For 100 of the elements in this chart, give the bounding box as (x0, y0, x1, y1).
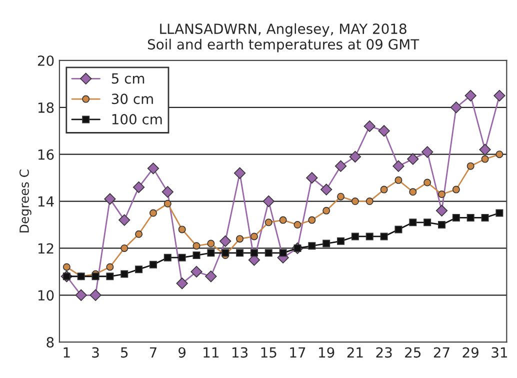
point (351, 198, 359, 206)
x-tick-label: 25 (405, 347, 421, 358)
x-tick-label: 1 (64, 347, 70, 358)
point (92, 272, 100, 280)
point (320, 184, 332, 196)
point (147, 162, 160, 174)
point (178, 254, 186, 262)
point (205, 270, 217, 282)
point (322, 240, 330, 248)
point (308, 242, 316, 250)
point (178, 226, 186, 234)
point (366, 198, 374, 206)
point (135, 230, 143, 238)
point (207, 249, 215, 257)
point (262, 195, 274, 208)
point (424, 178, 432, 186)
x-tick-label: 15 (261, 347, 276, 358)
point (421, 146, 434, 158)
point (481, 214, 489, 222)
point (294, 221, 302, 229)
x-tick-label: 11 (204, 347, 218, 358)
point (120, 270, 128, 278)
point (192, 242, 200, 250)
point (75, 289, 87, 301)
point (164, 200, 172, 208)
x-tick-label: 21 (347, 347, 363, 358)
point (120, 244, 128, 252)
point (392, 160, 404, 172)
x-tick-label: 5 (121, 347, 128, 358)
point (452, 186, 460, 194)
point (436, 204, 448, 216)
point (279, 249, 287, 257)
point (496, 150, 504, 158)
point (308, 216, 316, 224)
point (407, 153, 419, 165)
y-axis-title: Degrees C (19, 170, 32, 232)
point (351, 232, 359, 240)
y-tick-label: 12 (38, 243, 54, 254)
point (494, 90, 506, 102)
point (394, 176, 402, 184)
point (176, 278, 188, 290)
legend-label: 5 cm (112, 73, 144, 84)
y-tick-label: 10 (38, 290, 54, 301)
y-tick-label: 8 (46, 337, 54, 348)
point (190, 266, 202, 278)
point (132, 181, 145, 194)
point (438, 221, 446, 229)
point (234, 167, 246, 179)
point (106, 272, 114, 280)
point (366, 232, 374, 240)
point (466, 214, 474, 222)
x-tick-label: 3 (92, 347, 99, 358)
point (90, 289, 102, 301)
x-tick-label: 13 (232, 347, 248, 358)
point (106, 263, 114, 271)
point (162, 186, 174, 198)
point (306, 172, 318, 184)
y-tick-label: 18 (38, 102, 54, 113)
point (466, 162, 474, 170)
point (409, 188, 417, 196)
point (450, 102, 462, 114)
x-tick-label: 17 (290, 347, 306, 358)
point (149, 260, 157, 268)
point (220, 235, 232, 247)
point (236, 235, 244, 243)
y-tick-label: 20 (38, 55, 54, 66)
point (479, 144, 491, 156)
point (279, 216, 287, 224)
point (264, 249, 272, 257)
point (380, 232, 388, 240)
point (394, 226, 402, 234)
point (149, 209, 157, 217)
point (380, 186, 388, 194)
point (118, 214, 130, 226)
point (104, 193, 116, 205)
point (452, 214, 460, 222)
point (250, 249, 258, 257)
point (322, 206, 330, 214)
point (438, 190, 446, 198)
point (364, 120, 376, 132)
point (349, 150, 362, 163)
x-tick-label: 31 (492, 347, 507, 358)
point (164, 254, 172, 262)
x-tick-label: 27 (434, 347, 450, 358)
point (424, 218, 432, 226)
point (192, 252, 200, 260)
point (236, 249, 244, 257)
x-tick-label: 9 (178, 347, 186, 358)
legend-label: 100 cm (112, 114, 162, 125)
point (222, 249, 230, 257)
chart-title: LLANSADWRN, Anglesey, MAY 2018 Soil and earth temperatures at 09 GMT (148, 23, 420, 52)
point (207, 240, 215, 248)
point (481, 155, 489, 163)
point (337, 237, 345, 245)
point (409, 218, 417, 226)
x-tick-label: 29 (462, 347, 478, 358)
point (334, 160, 347, 172)
y-tick-label: 14 (38, 196, 54, 207)
point (250, 232, 258, 240)
x-tick-label: 23 (376, 347, 392, 358)
